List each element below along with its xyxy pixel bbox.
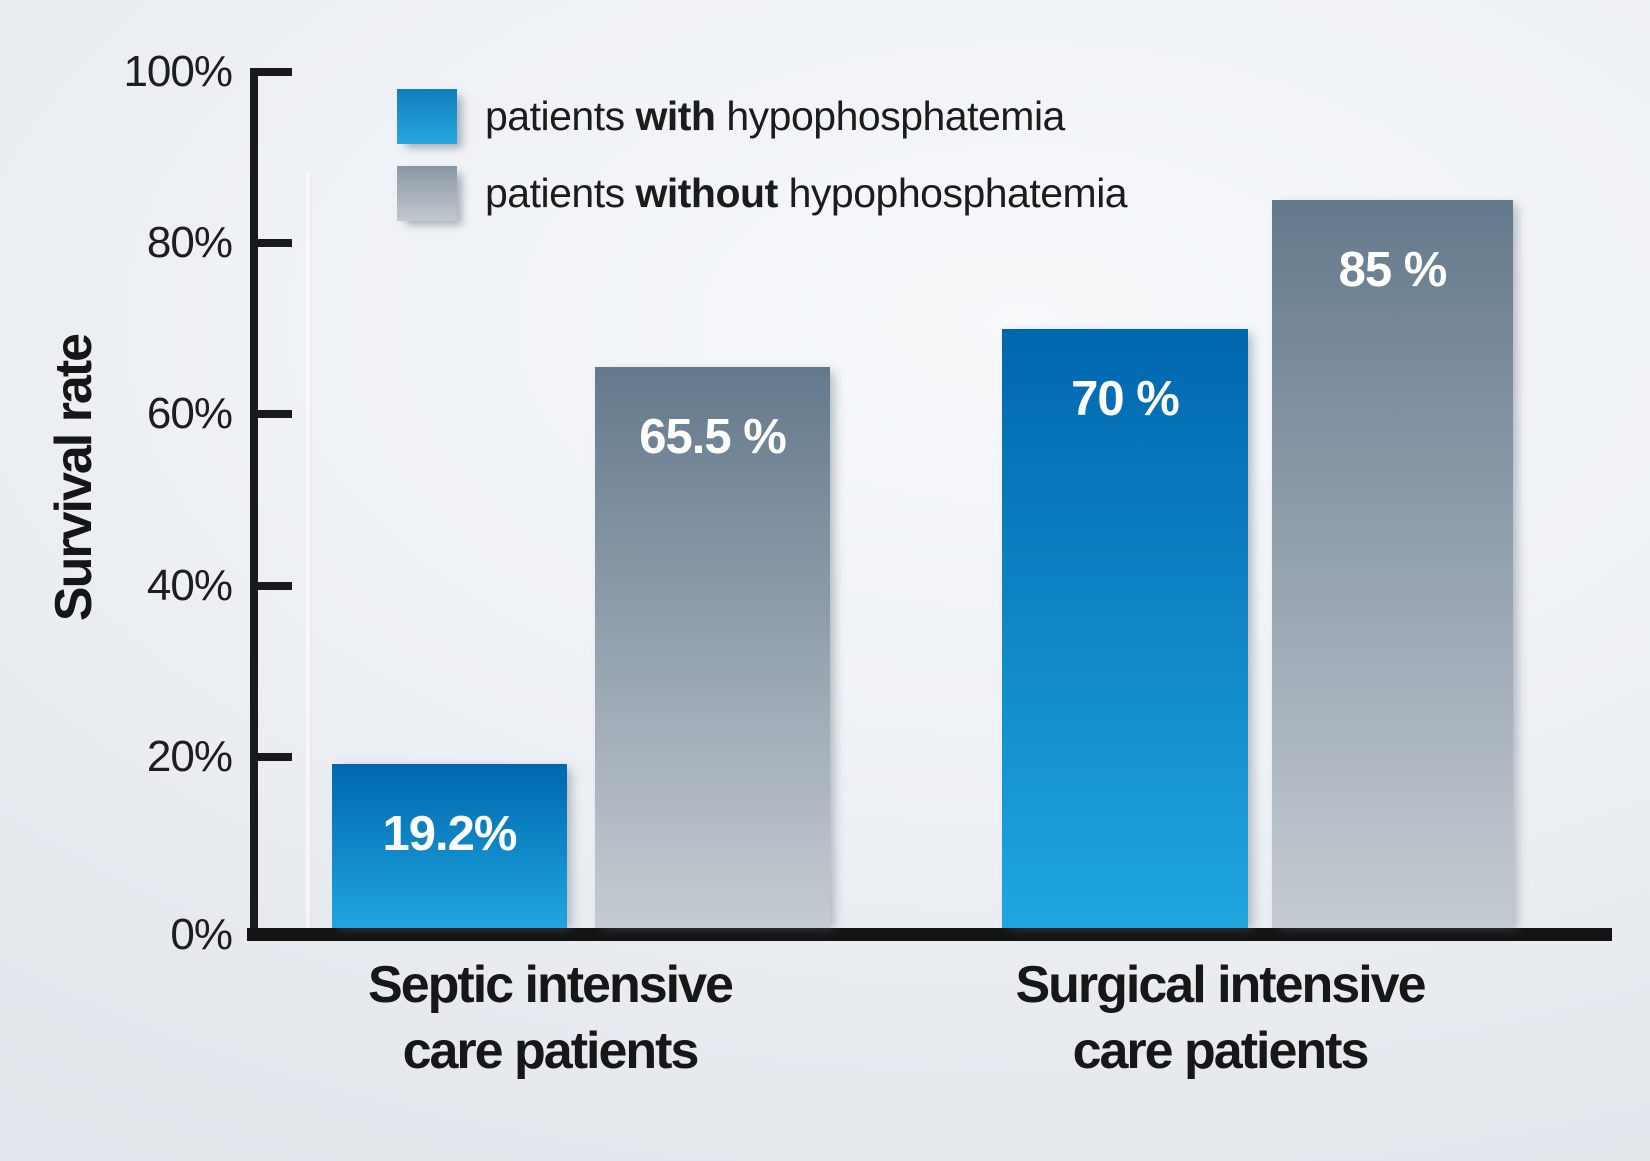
y-tick-label-80: 80%: [146, 218, 233, 268]
background-seam-line: [306, 172, 311, 928]
bar-value-label-septic-without: 65.5 %: [639, 410, 787, 464]
bar-surgical-with: 70 %: [1002, 329, 1248, 928]
y-tick-mark-40: [254, 581, 292, 590]
bar-value-label-septic-with: 19.2%: [382, 807, 518, 861]
legend-item-with: patients with hypophosphatemia: [397, 88, 1065, 144]
y-tick-label-0: 0%: [170, 910, 233, 959]
y-tick-label-40: 40%: [146, 560, 233, 610]
legend-label-with: patients with hypophosphatemia: [485, 92, 1065, 139]
bar-value-label-surgical-with: 70 %: [1071, 372, 1180, 426]
legend-item-without: patients without hypophosphatemia: [397, 165, 1128, 221]
legend-label-without: patients without hypophosphatemia: [485, 169, 1128, 216]
y-tick-mark-20: [254, 752, 292, 761]
y-tick-mark-60: [254, 410, 292, 419]
y-tick-label-100: 100%: [123, 47, 233, 96]
y-tick-mark-100: [254, 68, 292, 76]
bar-surgical-without: 85 %: [1272, 200, 1513, 928]
y-tick-label-60: 60%: [146, 389, 233, 439]
y-axis-line: [250, 68, 258, 928]
bar-septic-with: 19.2%: [332, 764, 567, 928]
bar-septic-without: 65.5 %: [595, 367, 830, 928]
x-axis-line: [247, 928, 1612, 941]
legend-swatch-gray: [397, 165, 457, 221]
category-label-surgical: Surgical intensive care patients: [1015, 956, 1426, 1080]
y-tick-mark-80: [254, 239, 292, 248]
y-tick-label-20: 20%: [146, 731, 233, 781]
category-label-septic: Septic intensive care patients: [368, 956, 734, 1080]
legend-swatch-blue: [397, 88, 457, 144]
bar-value-label-surgical-without: 85 %: [1338, 243, 1448, 297]
